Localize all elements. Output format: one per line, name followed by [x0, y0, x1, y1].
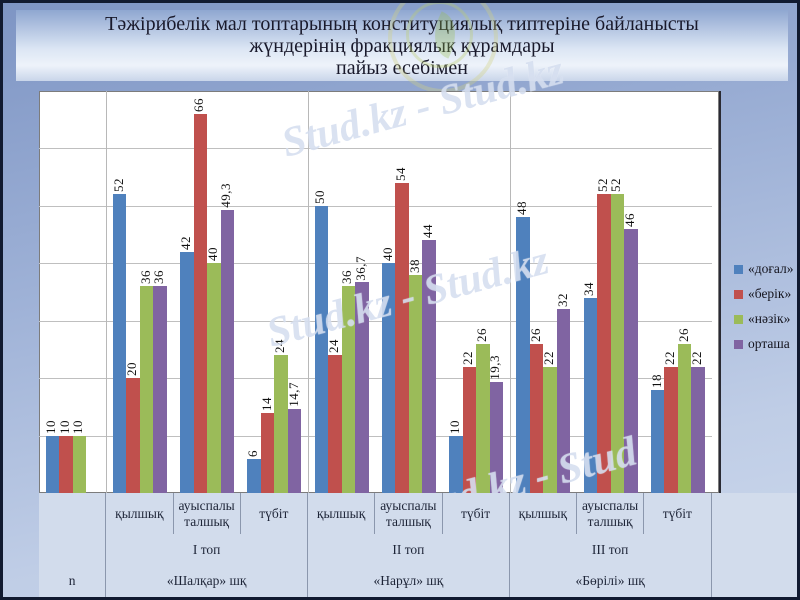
axis-cell-fiber: түбіт: [241, 493, 308, 534]
axis-cell-empty: [712, 565, 798, 597]
axis-cell-fiber: қылшық: [308, 493, 376, 534]
legend-item: «доғал»: [734, 261, 794, 277]
axis-cell-fiber: түбіт: [443, 493, 510, 534]
axis-row-fibers: қылшық ауыспалы талшық түбіт қылшық ауыспалы…: [39, 493, 797, 534]
plot-right-divider: [719, 91, 721, 493]
axis-cell-fiber: [712, 493, 798, 534]
axis-cell-empty: [39, 534, 107, 565]
axis-cell-fiber: ауыспалы талшық: [577, 493, 645, 534]
category-axis-table: қылшық ауыспалы талшық түбіт қылшық ауыспалы…: [39, 493, 797, 597]
axis-cell-farm: «Бөрілі» шқ: [510, 565, 712, 597]
axis-cell-empty: [712, 534, 798, 565]
axis-cell-farm: «Шалқар» шқ: [106, 565, 308, 597]
legend-swatch-icon: [734, 339, 743, 349]
axis-cell-farm: «Нарұл» шқ: [308, 565, 510, 597]
legend-swatch-icon: [734, 289, 743, 299]
axis-cell-group: I топ: [106, 534, 308, 565]
axis-row-farms: n «Шалқар» шқ «Нарұл» шқ «Бөрілі» шқ: [39, 565, 797, 597]
legend-item: орташа: [734, 336, 794, 352]
axis-row-groups: I топ II топ III топ: [39, 534, 797, 565]
axis-cell-fiber: түбіт: [644, 493, 712, 534]
legend-label: «доғал»: [748, 261, 794, 276]
axis-cell-fiber: қылшық: [510, 493, 577, 534]
legend-label: орташа: [748, 336, 790, 351]
axis-cell-fiber: [39, 493, 107, 534]
legend-label: «нәзік»: [748, 311, 791, 326]
axis-cell-fiber: ауыспалы талшық: [174, 493, 241, 534]
legend-swatch-icon: [734, 314, 743, 324]
axis-cell-n: n: [39, 565, 107, 597]
legend-item: «нәзік»: [734, 311, 794, 327]
legend-swatch-icon: [734, 264, 743, 274]
axis-cell-fiber: ауыспалы талшық: [375, 493, 443, 534]
chart-legend: «доғал» «берік» «нәзік» орташа: [734, 261, 794, 352]
legend-item: «берік»: [734, 286, 794, 302]
axis-cell-group: III топ: [510, 534, 712, 565]
axis-cell-group: II топ: [308, 534, 510, 565]
axis-cell-fiber: қылшық: [106, 493, 174, 534]
legend-label: «берік»: [748, 286, 792, 301]
